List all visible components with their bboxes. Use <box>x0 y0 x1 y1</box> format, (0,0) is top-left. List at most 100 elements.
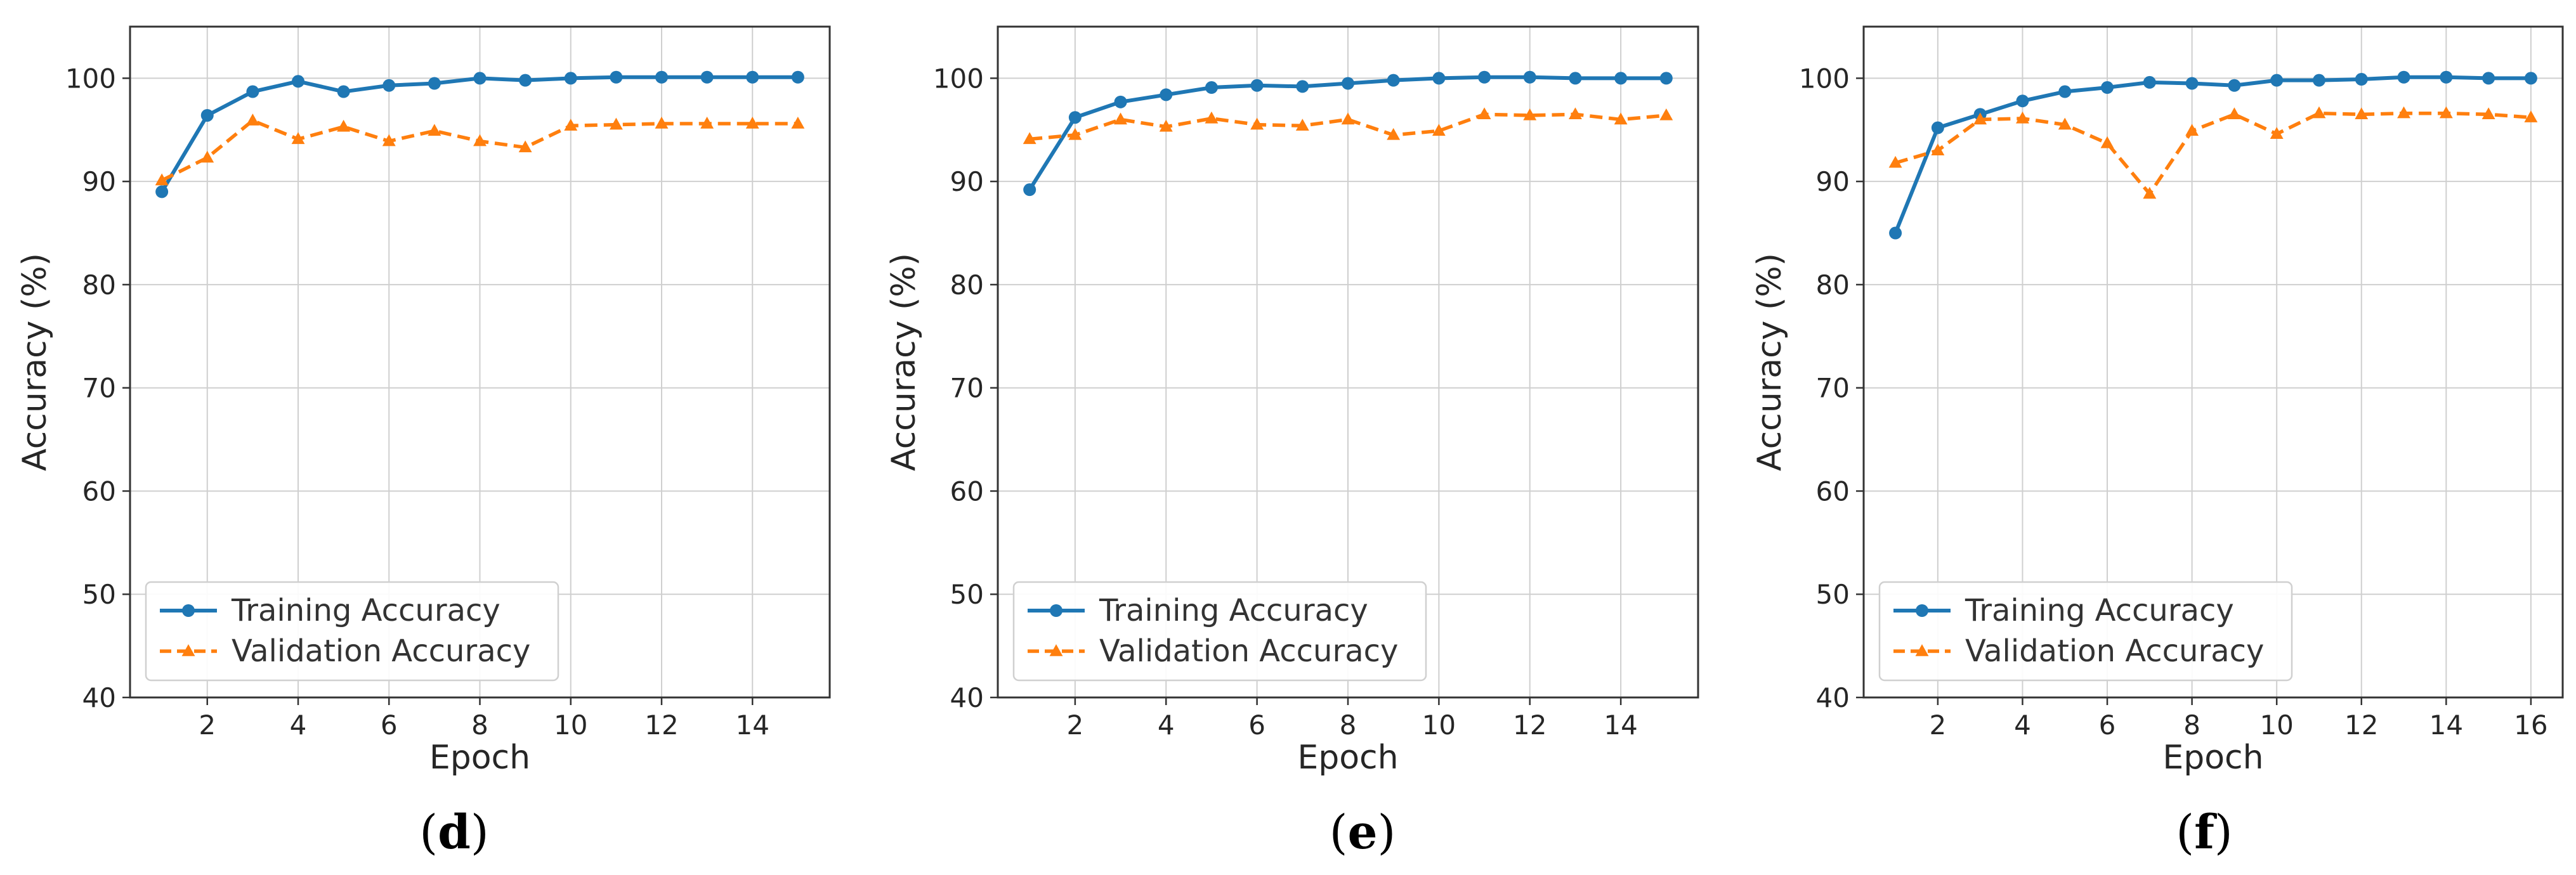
validation-accuracy-series <box>155 113 805 186</box>
legend-label-training: Training Accuracy <box>1099 593 1368 628</box>
validation-accuracy-point <box>2100 136 2114 148</box>
training-accuracy-point <box>2397 70 2410 84</box>
panel-label: (f) <box>2176 805 2233 860</box>
validation-accuracy-point <box>2481 107 2495 120</box>
legend-marker-validation <box>1915 644 1929 656</box>
validation-accuracy-point <box>1341 112 1355 125</box>
validation-accuracy-point <box>1523 108 1537 120</box>
y-tick-label: 80 <box>1816 269 1850 301</box>
y-tick-label: 60 <box>82 476 116 507</box>
plot-frame <box>1862 25 2564 699</box>
training-accuracy-series <box>1023 70 1673 197</box>
legend-label-validation: Validation Accuracy <box>1965 633 2264 669</box>
x-tick-label: 14 <box>736 710 769 741</box>
y-tick-label: 50 <box>82 579 116 610</box>
training-accuracy-point <box>746 70 759 84</box>
validation-accuracy-point <box>1250 117 1264 130</box>
y-tick-label: 80 <box>950 269 984 301</box>
training-accuracy-point <box>2058 85 2072 98</box>
y-tick-label: 40 <box>82 682 116 713</box>
validation-accuracy-line <box>1895 111 2532 196</box>
legend-label-validation: Validation Accuracy <box>232 633 530 669</box>
y-axis-label: Accuracy (%) <box>885 253 923 471</box>
x-axis-label: Epoch <box>2162 739 2263 777</box>
validation-accuracy-point <box>2355 107 2369 120</box>
training-accuracy-point <box>1432 72 1446 85</box>
y-tick-label: 70 <box>950 373 984 404</box>
validation-accuracy-point <box>2143 186 2157 199</box>
validation-accuracy-point <box>1114 112 1128 125</box>
y-tick-label: 50 <box>950 579 984 610</box>
validation-accuracy-point <box>2439 106 2453 119</box>
validation-accuracy-point <box>700 117 714 129</box>
training-accuracy-point <box>1342 77 1354 90</box>
training-accuracy-point <box>1659 72 1673 85</box>
training-accuracy-point <box>791 70 804 84</box>
legend-marker-training <box>1916 604 1928 617</box>
validation-accuracy-point <box>382 134 396 146</box>
x-tick-label: 2 <box>199 710 216 741</box>
validation-accuracy-point <box>2312 106 2326 119</box>
x-tick-label: 8 <box>1340 710 1357 741</box>
legend-marker-validation <box>1049 644 1063 656</box>
validation-accuracy-point <box>1023 132 1036 145</box>
x-tick-label: 12 <box>644 710 678 741</box>
x-tick-label: 2 <box>1067 710 1084 741</box>
validation-accuracy-point <box>1659 108 1673 120</box>
x-axis-label: Epoch <box>1297 739 1398 777</box>
validation-accuracy-point <box>1068 127 1082 140</box>
validation-accuracy-point <box>245 113 259 126</box>
validation-accuracy-point <box>1159 119 1173 132</box>
training-accuracy-point <box>1068 111 1082 124</box>
legend: Training Accuracy Validation Accuracy <box>1012 581 1427 682</box>
x-tick-label: 10 <box>554 710 587 741</box>
training-accuracy-point <box>2355 73 2368 86</box>
x-tick-label: 12 <box>2344 710 2378 741</box>
x-tick-label: 6 <box>381 710 398 741</box>
x-tick-label: 8 <box>471 710 488 741</box>
y-tick-label: 50 <box>1816 579 1850 610</box>
y-tick-label: 40 <box>1816 682 1850 713</box>
validation-accuracy-point <box>2524 110 2538 122</box>
y-tick-label: 60 <box>1816 476 1850 507</box>
y-axis-label: Accuracy (%) <box>16 253 54 471</box>
legend-label-training: Training Accuracy <box>1965 593 2234 628</box>
training-accuracy-point <box>2270 74 2284 87</box>
training-accuracy-point <box>1614 72 1628 85</box>
training-accuracy-point <box>2482 72 2495 85</box>
training-accuracy-point <box>1205 81 1218 94</box>
validation-accuracy-point <box>745 117 759 129</box>
validation-accuracy-point <box>518 140 532 153</box>
y-tick-label: 100 <box>65 63 116 94</box>
y-axis-label: Accuracy (%) <box>1751 253 1789 471</box>
legend-marker-training <box>1050 604 1062 617</box>
plot-frame <box>997 25 1699 699</box>
y-tick-label: 90 <box>1816 166 1850 197</box>
training-accuracy-point <box>2440 70 2453 84</box>
x-tick-label: 2 <box>1930 710 1947 741</box>
training-accuracy-point <box>337 85 350 98</box>
legend-label-training: Training Accuracy <box>231 593 500 628</box>
x-tick-label: 4 <box>1158 710 1175 741</box>
validation-accuracy-point <box>2270 127 2284 139</box>
legend-box <box>145 581 559 682</box>
validation-accuracy-point <box>200 150 214 163</box>
training-accuracy-point <box>519 74 532 87</box>
training-accuracy-point <box>246 85 259 98</box>
validation-accuracy-point <box>791 117 805 129</box>
training-accuracy-point <box>2016 94 2029 108</box>
training-accuracy-series <box>1889 70 2537 240</box>
validation-accuracy-point <box>1387 127 1401 140</box>
training-accuracy-line <box>1893 75 2531 234</box>
legend-marker-training <box>182 604 195 617</box>
training-accuracy-point <box>1931 121 1944 134</box>
x-tick-label: 12 <box>1513 710 1546 741</box>
validation-accuracy-point <box>564 119 578 131</box>
training-accuracy-point <box>1296 80 1309 93</box>
validation-accuracy-point <box>1614 112 1628 125</box>
validation-accuracy-point <box>1568 107 1582 120</box>
training-accuracy-point <box>473 72 487 85</box>
validation-accuracy-point <box>155 173 169 186</box>
training-accuracy-point <box>155 185 169 198</box>
